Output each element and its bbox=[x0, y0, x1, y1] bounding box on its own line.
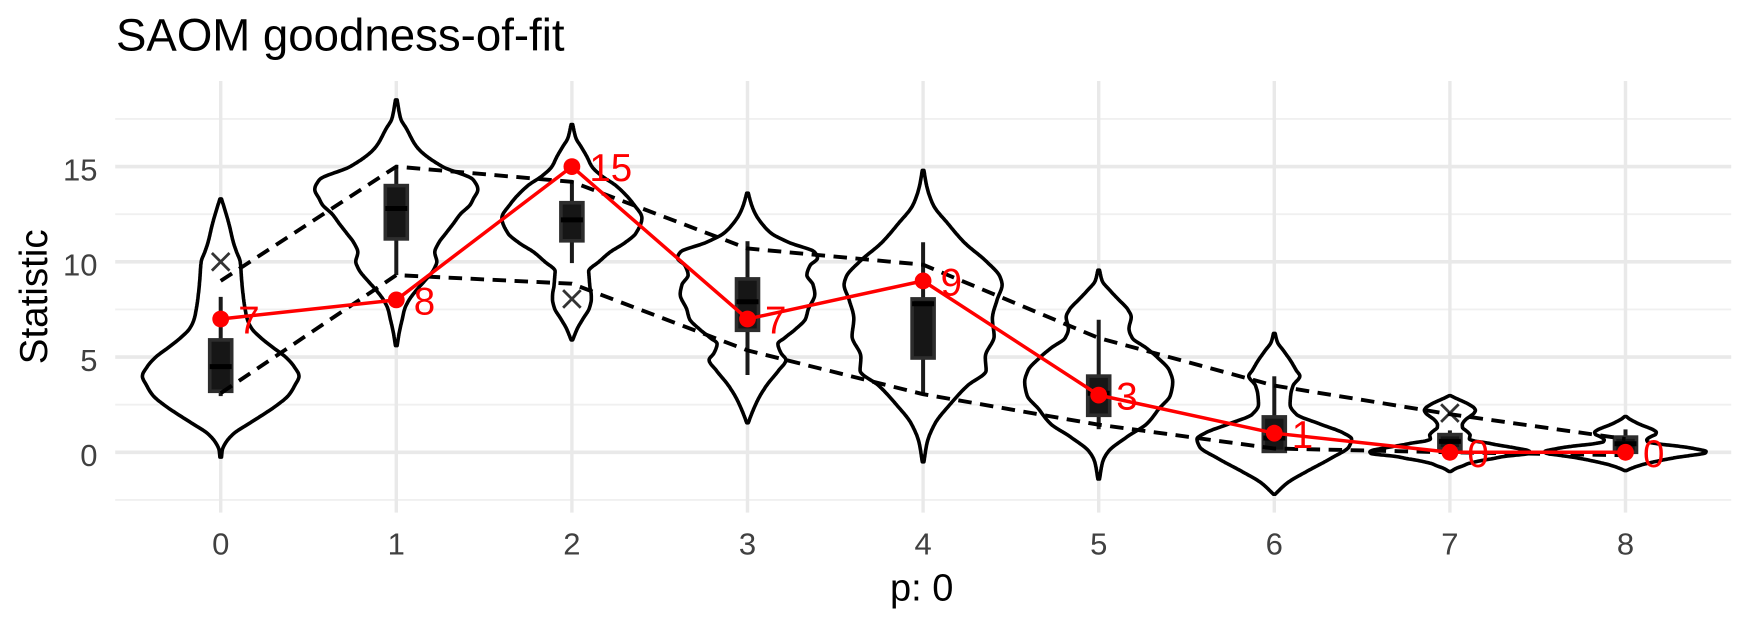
svg-text:5: 5 bbox=[80, 343, 97, 378]
svg-text:0: 0 bbox=[212, 527, 229, 562]
svg-text:SAOM goodness-of-fit: SAOM goodness-of-fit bbox=[116, 10, 565, 61]
svg-text:5: 5 bbox=[1090, 527, 1107, 562]
svg-text:10: 10 bbox=[63, 248, 97, 283]
svg-text:0: 0 bbox=[80, 438, 97, 473]
svg-text:1: 1 bbox=[1292, 414, 1313, 457]
svg-text:4: 4 bbox=[914, 527, 931, 562]
svg-text:2: 2 bbox=[563, 527, 580, 562]
svg-text:Statistic: Statistic bbox=[13, 229, 56, 364]
svg-text:7: 7 bbox=[238, 300, 259, 343]
svg-text:15: 15 bbox=[63, 152, 97, 187]
svg-text:8: 8 bbox=[414, 280, 435, 323]
svg-text:8: 8 bbox=[1617, 527, 1634, 562]
svg-text:7: 7 bbox=[765, 300, 786, 343]
svg-text:p: 0: p: 0 bbox=[890, 568, 953, 610]
svg-text:15: 15 bbox=[589, 147, 632, 190]
svg-text:3: 3 bbox=[739, 527, 756, 562]
svg-text:0: 0 bbox=[1643, 433, 1664, 476]
svg-text:9: 9 bbox=[941, 261, 962, 304]
svg-text:0: 0 bbox=[1467, 433, 1488, 476]
svg-text:6: 6 bbox=[1266, 527, 1283, 562]
svg-text:3: 3 bbox=[1116, 376, 1137, 419]
svg-text:7: 7 bbox=[1441, 527, 1458, 562]
svg-text:1: 1 bbox=[388, 527, 405, 562]
